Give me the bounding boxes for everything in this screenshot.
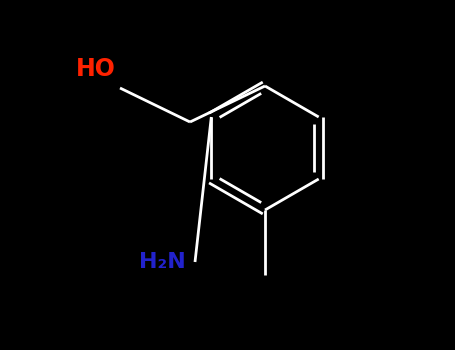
Text: HO: HO <box>76 57 116 81</box>
Text: H₂N: H₂N <box>139 252 186 272</box>
